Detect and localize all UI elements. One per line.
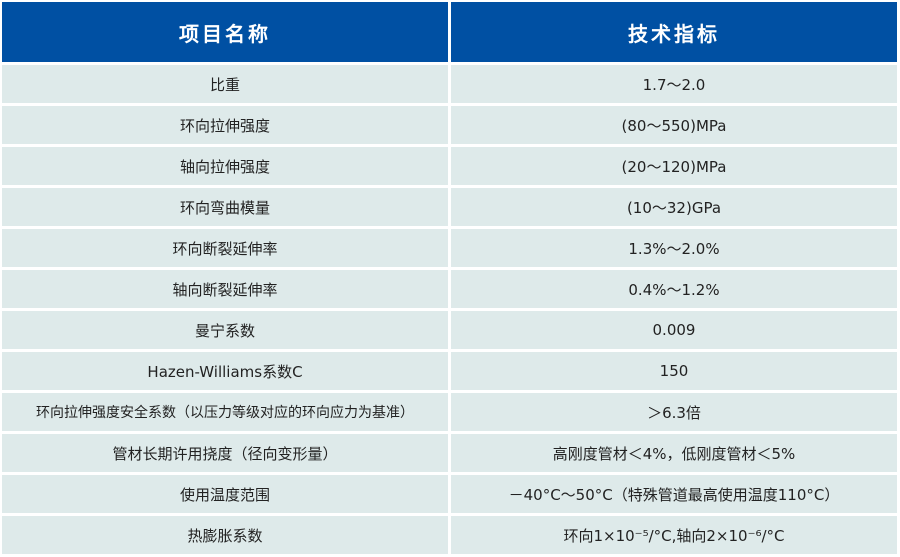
item-name-cell: 环向拉伸强度 <box>2 106 448 144</box>
table-row: 轴向断裂延伸率 0.4%～1.2% <box>2 270 898 308</box>
item-name-cell: Hazen-Williams系数C <box>2 352 448 390</box>
item-name-cell: 轴向断裂延伸率 <box>2 270 448 308</box>
header-spec: 技术指标 <box>451 2 897 62</box>
table-header: 项目名称 技术指标 <box>2 2 898 62</box>
spec-value-cell: 1.7～2.0 <box>451 65 897 103</box>
item-name-cell: 环向断裂延伸率 <box>2 229 448 267</box>
item-name-cell: 环向拉伸强度安全系数（以压力等级对应的环向应力为基准） <box>2 393 448 431</box>
spec-value-cell: 环向1×10⁻⁵/°C,轴向2×10⁻⁶/°C <box>451 516 897 554</box>
spec-value-cell: (80～550)MPa <box>451 106 897 144</box>
spec-value-cell: 150 <box>451 352 897 390</box>
table-row: 使用温度范围 －40°C～50°C（特殊管道最高使用温度110°C） <box>2 475 898 513</box>
item-name-cell: 曼宁系数 <box>2 311 448 349</box>
spec-value-cell: 0.009 <box>451 311 897 349</box>
spec-value-cell: 高刚度管材＜4%，低刚度管材＜5% <box>451 434 897 472</box>
table-row: 管材长期许用挠度（径向变形量） 高刚度管材＜4%，低刚度管材＜5% <box>2 434 898 472</box>
table-row: 热膨胀系数 环向1×10⁻⁵/°C,轴向2×10⁻⁶/°C <box>2 516 898 554</box>
item-name-cell: 管材长期许用挠度（径向变形量） <box>2 434 448 472</box>
table-row: 环向拉伸强度 (80～550)MPa <box>2 106 898 144</box>
table-row: Hazen-Williams系数C 150 <box>2 352 898 390</box>
table-row: 环向断裂延伸率 1.3%～2.0% <box>2 229 898 267</box>
spec-value-cell: (20～120)MPa <box>451 147 897 185</box>
item-name-cell: 轴向拉伸强度 <box>2 147 448 185</box>
table-row: 环向弯曲模量 (10～32)GPa <box>2 188 898 226</box>
table-row: 轴向拉伸强度 (20～120)MPa <box>2 147 898 185</box>
spec-value-cell: 0.4%～1.2% <box>451 270 897 308</box>
spec-value-cell: 1.3%～2.0% <box>451 229 897 267</box>
item-name-cell: 使用温度范围 <box>2 475 448 513</box>
table-row: 比重 1.7～2.0 <box>2 65 898 103</box>
header-item-name: 项目名称 <box>2 2 448 62</box>
table-row: 环向拉伸强度安全系数（以压力等级对应的环向应力为基准） ＞6.3倍 <box>2 393 898 431</box>
item-name-cell: 比重 <box>2 65 448 103</box>
item-name-cell: 热膨胀系数 <box>2 516 448 554</box>
spec-value-cell: (10～32)GPa <box>451 188 897 226</box>
item-name-cell: 环向弯曲模量 <box>2 188 448 226</box>
spec-value-cell: －40°C～50°C（特殊管道最高使用温度110°C） <box>451 475 897 513</box>
table-row: 曼宁系数 0.009 <box>2 311 898 349</box>
spec-value-cell: ＞6.3倍 <box>451 393 897 431</box>
